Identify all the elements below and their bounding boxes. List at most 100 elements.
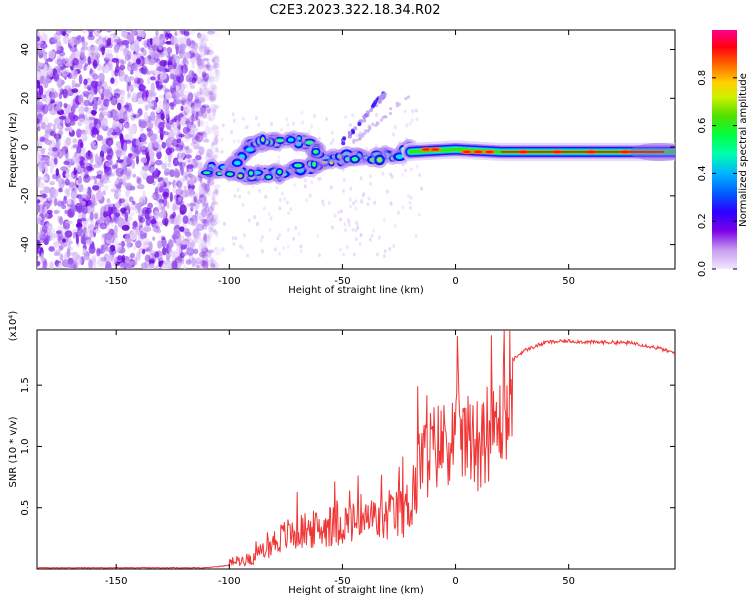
noise-blob [37,91,42,101]
noise-blob [68,220,73,225]
noise-blob [105,137,114,147]
haze-blob [232,118,236,123]
noise-blob [115,167,124,177]
noise-blob [140,262,149,269]
noise-blob [135,202,142,210]
noise-blob [193,73,198,82]
noise-blob [216,202,220,207]
noise-blob [183,101,192,112]
noise-blob [147,121,154,129]
noise-blob [98,44,106,53]
noise-blob [123,121,130,129]
noise-blob [193,196,197,203]
noise-blob [200,42,208,47]
noise-blob [101,144,108,154]
noise-blob [163,92,167,103]
haze-blob [239,244,242,249]
spectrogram-y-tick-label: -40 [20,236,31,252]
noise-blob [207,113,216,122]
noise-blob [72,79,76,87]
haze-blob [359,176,363,181]
noise-blob [115,150,123,155]
haze-blob [318,253,321,258]
haze-blob [392,244,396,249]
noise-blob [187,159,192,163]
noise-blob [86,45,94,53]
noise-blob [124,260,133,269]
noise-blob [215,79,219,84]
haze-blob [245,125,249,129]
haze-blob [278,233,282,237]
noise-blob [173,127,180,136]
haze-blob [420,186,423,191]
haze-blob [260,235,264,240]
noise-blob [80,146,86,156]
noise-blob [189,200,198,210]
noise-blob [75,166,79,170]
noise-blob [149,263,155,269]
noise-blob [172,91,180,100]
noise-blob [204,262,209,269]
noise-blob [162,260,170,269]
noise-blob [91,141,96,145]
noise-blob [213,69,221,76]
colorbar-ticks: 0.0 0.2 0.4 0.6 0.8 [697,70,737,277]
noise-blob [95,81,103,87]
noise-blob [212,266,219,269]
noise-blob [199,99,204,103]
noise-blob [204,240,212,248]
noise-blob [174,67,183,77]
noise-blob [215,129,219,137]
noise-blob [87,189,92,196]
noise-blob [202,104,210,109]
noise-blob [157,65,165,72]
noise-blob [115,58,119,67]
noise-blob [101,117,108,128]
noise-blob [198,41,206,47]
noise-blob [143,111,149,122]
noise-blob [121,254,126,263]
noise-blob [67,199,72,205]
noise-blob [203,46,211,55]
haze-blob [348,123,352,127]
rising-line-faint-blob [374,123,378,128]
noise-blob [44,205,48,213]
haze-blob [273,247,277,252]
noise-blob [183,185,187,191]
noise-blob [166,201,170,209]
noise-blob [213,55,220,60]
noise-blob [144,104,149,111]
noise-blob [56,46,64,53]
noise-blob [120,58,125,70]
noise-blob [103,89,111,98]
noise-blob [125,102,129,112]
noise-blob [62,222,71,230]
noise-blob [50,142,57,147]
noise-blob [174,31,178,37]
noise-blob [57,237,61,242]
noise-blob [205,64,209,69]
noise-blob [168,64,174,71]
noise-blob [43,159,50,165]
noise-blob [113,168,119,173]
noise-blob [200,247,209,254]
noise-blob [50,164,54,174]
snr-x-tick-label: -150 [105,576,128,587]
colorbar-label: Normalized spectral amplitude [738,73,749,227]
noise-blob [40,251,44,260]
noise-blob [192,145,200,150]
noise-blob [148,151,155,158]
spectrogram-x-tick-label: -50 [334,276,350,287]
haze-blob [231,236,235,240]
noise-blob [212,63,220,69]
noise-blob [55,133,60,144]
rising-line-blob [341,141,346,146]
noise-blob [197,63,205,70]
noise-blob [65,36,72,44]
noise-blob [37,79,41,89]
snr-series-line [37,330,675,569]
haze-blob [286,122,290,127]
noise-blob [148,61,156,66]
noise-blob [77,226,83,237]
noise-blob [198,190,205,198]
